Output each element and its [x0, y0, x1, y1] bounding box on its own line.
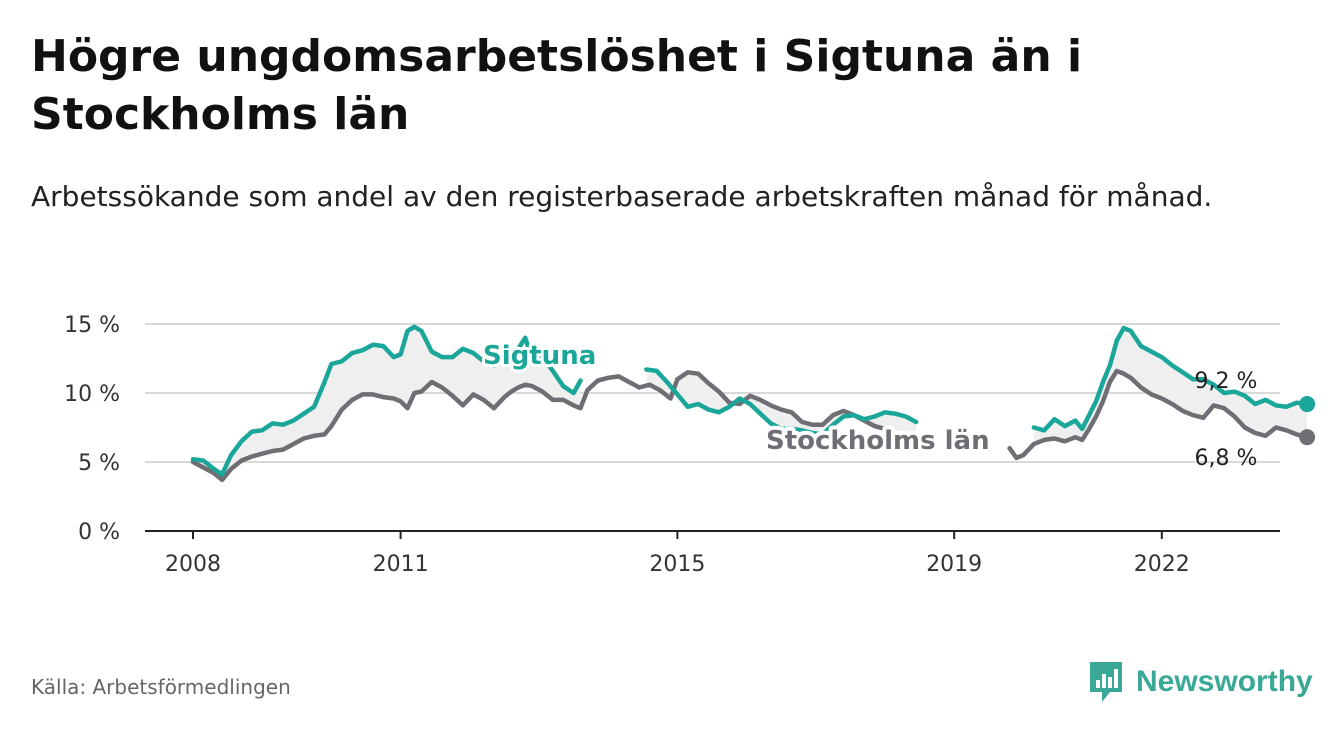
stockholm-line	[190, 370, 888, 483]
sigtuna-line	[190, 324, 583, 477]
chart-title: Högre ungdomsarbetslöshet i Sigtuna än i…	[31, 31, 1083, 140]
x-tick-label: 2008	[165, 552, 221, 577]
sigtuna-line	[1031, 325, 1310, 433]
difference-fill	[193, 326, 1308, 480]
sigtuna-line	[644, 367, 919, 437]
newsworthy-logo-icon	[1090, 662, 1122, 702]
y-axis-ticks: 0 % 5 % 10 % 15 %	[64, 313, 120, 545]
stockholm-end-marker	[1299, 429, 1316, 446]
stockholm-end-value-label: 6,8 %	[1195, 446, 1258, 471]
x-axis-ticks: 2008 2011 2015 2019 2022	[165, 531, 1190, 577]
y-tick-label: 10 %	[64, 382, 120, 407]
chart-subtitle: Arbetssökande som andel av den registerb…	[31, 180, 1213, 213]
series-labels: Sigtuna Stockholms län 9,2 % 6,8 %	[480, 338, 1258, 471]
source-note: Källa: Arbetsförmedlingen	[31, 675, 291, 699]
stockholm-series-label: Stockholms län	[766, 426, 990, 456]
sigtuna-series-label: Sigtuna	[483, 341, 596, 371]
brand-name: Newsworthy	[1136, 665, 1313, 698]
y-tick-label: 0 %	[78, 520, 120, 545]
x-tick-label: 2015	[649, 552, 705, 577]
difference-area	[646, 369, 917, 435]
stockholm-line	[1007, 368, 1310, 461]
sigtuna-end-value-label: 9,2 %	[1195, 369, 1258, 394]
y-tick-label: 5 %	[78, 451, 120, 476]
y-tick-label: 15 %	[64, 313, 120, 338]
brand[interactable]: Newsworthy	[1088, 660, 1313, 704]
difference-area	[193, 326, 581, 480]
difference-area	[1033, 328, 1308, 445]
series-lines	[190, 324, 1316, 483]
x-tick-label: 2022	[1134, 552, 1190, 577]
x-tick-label: 2011	[373, 552, 429, 577]
x-tick-label: 2019	[926, 552, 982, 577]
sigtuna-end-marker	[1299, 396, 1316, 413]
